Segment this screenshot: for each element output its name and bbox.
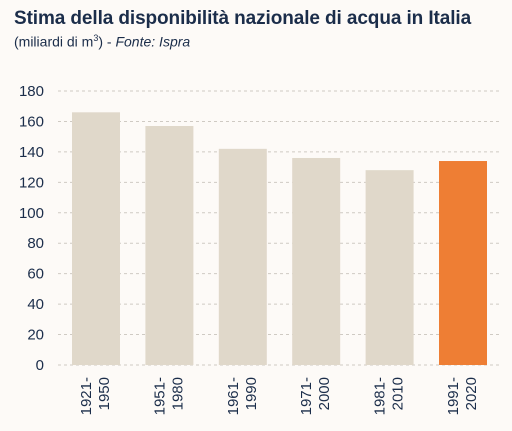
chart-title: Stima della disponibilità nazionale di a… [14,8,472,29]
x-tick-label-line: 2010 [390,377,407,410]
y-tick-label: 180 [19,83,44,100]
x-tick-label-line: 2020 [463,377,480,410]
bar [218,148,267,365]
subtitle-source: Fonte: Ispra [115,33,191,50]
bar [292,157,341,365]
y-tick-label: 20 [27,327,44,344]
bar [145,126,194,365]
x-tick-label-line: 1951- [151,377,168,415]
y-tick-labels: 0 20 40 60 80 100 120 140 160 180 [19,83,44,374]
y-tick-label: 60 [27,266,44,283]
x-tick-label-line: 1971- [298,377,315,415]
x-tick-label-line: 1950 [96,377,113,410]
x-tick-label-line: 1980 [169,377,186,410]
y-tick-label: 0 [36,357,44,374]
y-tick-label: 40 [27,296,44,313]
x-tick-labels: 1921- 1950 1951- 1980 1961- 1990 1971- 2000 1981… [78,377,480,415]
x-tick-label-line: 1981- [372,377,389,415]
y-tick-label: 120 [19,174,44,191]
subtitle-unit-exponent: 3 [93,33,99,43]
x-tick-label: 1951- 1980 [151,377,186,415]
x-tick-label: 1971- 2000 [298,377,333,415]
y-tick-label: 160 [19,113,44,130]
x-tick-label-line: 1921- [78,377,95,415]
x-tick-label: 1921- 1950 [78,377,113,415]
bars [72,112,487,365]
y-tick-label: 80 [27,235,44,252]
subtitle-separator: ) - [98,33,116,50]
chart-subtitle: (miliardi di m3) - Fonte: Ispra [14,33,190,50]
y-tick-label: 100 [19,205,44,222]
grid-lines [58,90,500,366]
bar [72,112,120,365]
x-tick-label-line: 1991- [445,377,462,415]
x-tick-label: 1981- 2010 [372,377,407,415]
bar [365,170,414,365]
x-tick-label-line: 2000 [316,377,333,410]
x-tick-label: 1991- 2020 [445,377,480,415]
subtitle-unit: (miliardi di m [14,33,94,50]
x-tick-label: 1961- 1990 [225,377,260,415]
y-tick-label: 140 [19,144,44,161]
x-tick-label-line: 1990 [243,377,260,410]
bar [439,161,487,365]
x-tick-label-line: 1961- [225,377,242,415]
